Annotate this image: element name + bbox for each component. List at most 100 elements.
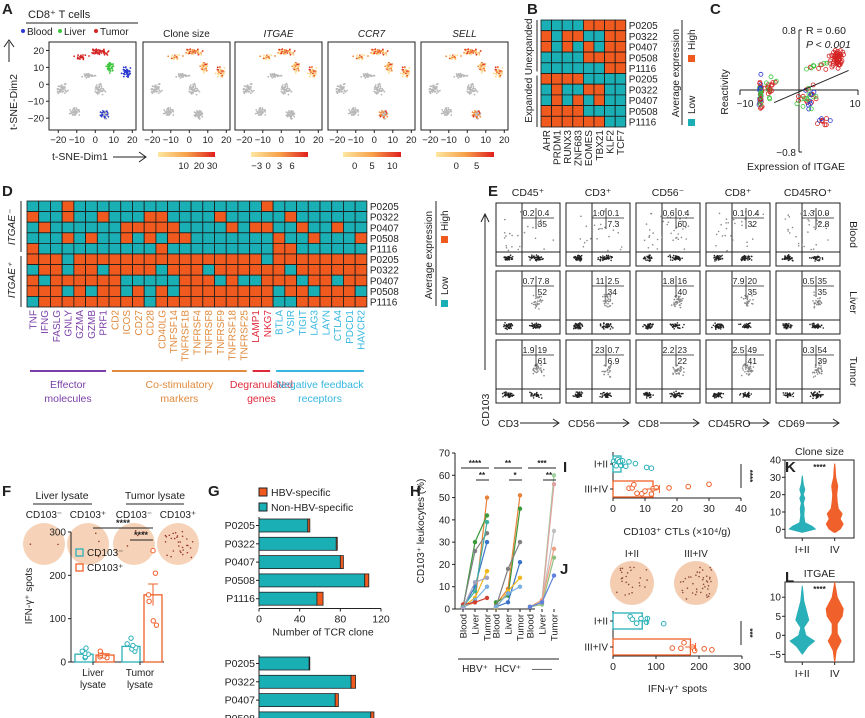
heatmap-d-cell	[108, 242, 122, 255]
flow-event	[678, 256, 681, 259]
flow-column-label: CD3⁺	[585, 187, 612, 199]
flow-event	[505, 394, 507, 397]
tsne-cell-point	[478, 110, 480, 113]
elispot-spot	[166, 554, 168, 557]
heatmap-d-cell	[225, 253, 239, 266]
flow-event	[814, 302, 816, 304]
flow-event	[747, 255, 749, 258]
x-tick-label: 10	[202, 135, 213, 146]
tsne-cell-point	[367, 76, 369, 78]
tsne-cell-point	[287, 111, 289, 114]
flow-event	[574, 322, 577, 325]
elispot-spot	[705, 594, 708, 596]
patient-point	[472, 600, 478, 605]
heatmap-d-cell	[120, 274, 133, 287]
flow-event	[536, 258, 539, 261]
tsne-cell-point	[474, 111, 477, 113]
flow-event	[573, 327, 575, 330]
reactivity-point	[811, 63, 816, 68]
heatmap-d-cell	[202, 232, 215, 244]
tsne-cell-point	[472, 115, 475, 118]
tsne-cell-point	[473, 113, 476, 116]
heatmap-b-cell	[593, 19, 606, 32]
heatmap-d-cell	[26, 285, 40, 297]
elispot-spot	[708, 592, 711, 595]
elispot-spot	[701, 569, 704, 571]
tsne-cell-point	[286, 85, 289, 88]
flow-event	[534, 237, 537, 240]
y-tick-label: P0322	[225, 538, 256, 550]
tsne-cell-point	[286, 84, 288, 86]
colorbar-tick-label: 5	[369, 161, 374, 172]
tsne-cell-point	[175, 75, 178, 78]
tsne-cell-point	[311, 71, 314, 73]
y-tick-label: 30	[439, 538, 451, 549]
flow-event	[725, 222, 727, 224]
flow-event	[511, 395, 513, 397]
flow-event	[538, 303, 540, 305]
tsne-cell-point	[111, 69, 114, 71]
quadrant-value-ur: 0.0	[818, 208, 830, 218]
heatmap-d-cell	[272, 211, 286, 223]
tsne-cell-point	[200, 110, 202, 113]
flow-event	[815, 371, 818, 374]
tsne-cell-point	[405, 73, 408, 76]
heatmap-d-col-label: FASLG	[52, 310, 63, 342]
flow-event	[503, 325, 505, 328]
tsne-cell-point	[108, 62, 110, 65]
heatmap-d-cell	[132, 264, 145, 276]
heatmap-d-cell	[167, 285, 180, 297]
tsne-cell-point	[454, 58, 457, 61]
flow-event	[607, 298, 610, 300]
heatmap-d-cell	[354, 242, 368, 255]
tsne-cell-point	[378, 111, 381, 113]
tsne-cell-point	[431, 89, 434, 91]
flow-event	[715, 324, 718, 327]
tsne-cell-point	[222, 70, 225, 73]
tsne-cell-point	[242, 88, 245, 91]
tsne-cell-point	[373, 90, 376, 93]
flow-event	[750, 393, 753, 395]
flow-event	[608, 366, 610, 368]
x-arrow-head	[138, 151, 147, 163]
tsne-cell-point	[78, 109, 80, 111]
tsne-cell-point	[81, 75, 84, 78]
tsne-cell-point	[219, 71, 222, 73]
flow-event	[645, 223, 648, 225]
panel-j-point	[709, 647, 715, 653]
flow-y-label: CD103	[480, 393, 492, 426]
tsne-cell-point	[370, 74, 372, 77]
y-tick-label: I+II	[594, 617, 608, 628]
tsne-cell-point	[202, 69, 205, 72]
flow-event	[672, 372, 674, 375]
flow-event	[741, 256, 744, 258]
heatmap-d-cell	[178, 221, 192, 234]
flow-event	[787, 228, 789, 231]
flow-event	[534, 370, 536, 373]
heatmap-d-cell	[50, 242, 63, 255]
tsne-cell-point	[295, 70, 298, 72]
panel-label-C: C	[710, 1, 721, 18]
y-tick-label: 0.8	[782, 26, 796, 37]
heatmap-b-cell	[561, 115, 574, 128]
tsne-cell-point	[98, 86, 100, 89]
tsne-cell-point	[190, 93, 193, 95]
flow-event	[711, 326, 713, 329]
quadrant-value-ul: 11	[596, 276, 605, 286]
tsne-cell-point	[56, 88, 59, 91]
bar-non-hbv-P1116	[258, 591, 318, 606]
heatmap-d-cell	[319, 242, 333, 255]
heatmap-d-cell	[96, 295, 110, 308]
tsne-cell-point	[91, 74, 93, 77]
flow-event	[642, 325, 644, 328]
flow-event	[672, 326, 674, 329]
heatmap-d-cell	[237, 295, 251, 308]
tsne-cell-point	[98, 92, 101, 94]
legend-label-tumor: Tumor	[100, 27, 129, 38]
tsne-cell-point	[193, 88, 196, 91]
flow-event	[597, 228, 600, 231]
flow-event	[601, 256, 603, 259]
heatmap-d-cell	[178, 264, 192, 276]
tsne-cell-point	[280, 90, 283, 93]
heatmap-d-cell	[354, 274, 368, 287]
